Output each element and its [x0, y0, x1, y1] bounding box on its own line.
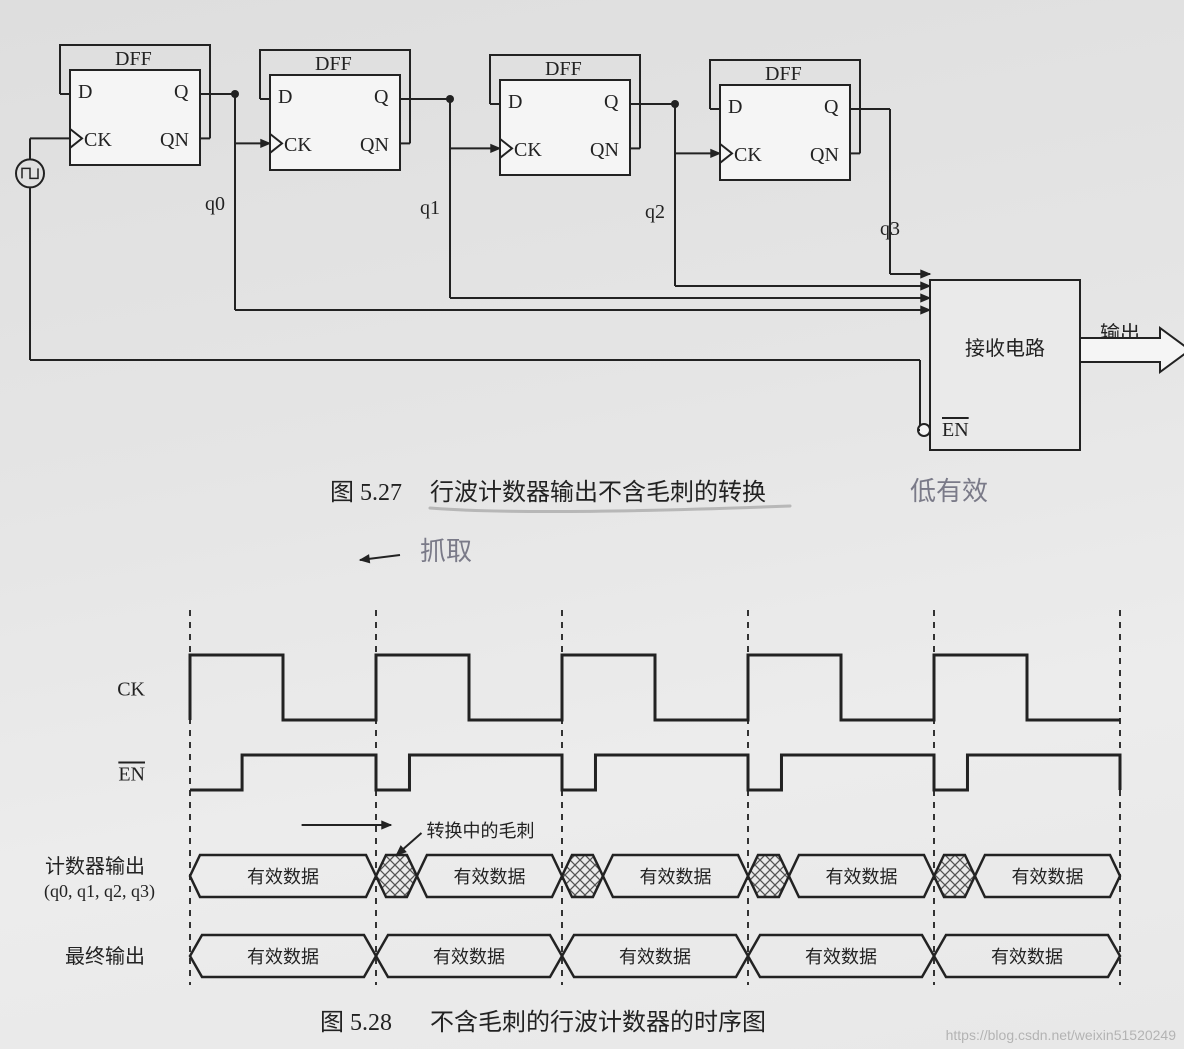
svg-text:Q: Q — [604, 91, 619, 113]
svg-text:q1: q1 — [420, 197, 440, 219]
watermark: https://blog.csdn.net/weixin51520249 — [946, 1027, 1176, 1043]
svg-text:有效数据: 有效数据 — [453, 867, 525, 887]
svg-text:D: D — [78, 81, 92, 103]
svg-text:DFF: DFF — [765, 63, 802, 85]
svg-text:图 5.28: 图 5.28 — [320, 1010, 392, 1036]
svg-text:q0: q0 — [205, 193, 225, 215]
svg-text:D: D — [508, 91, 522, 113]
svg-text:Q: Q — [824, 96, 839, 118]
svg-text:DFF: DFF — [545, 58, 582, 80]
svg-text:QN: QN — [590, 139, 619, 161]
svg-text:QN: QN — [160, 129, 189, 151]
svg-text:Q: Q — [374, 86, 389, 108]
svg-text:QN: QN — [360, 134, 389, 156]
svg-text:D: D — [278, 86, 292, 108]
svg-text:CK: CK — [734, 144, 762, 166]
svg-text:有效数据: 有效数据 — [991, 947, 1063, 967]
svg-text:CK: CK — [84, 129, 112, 151]
svg-text:计数器输出: 计数器输出 — [45, 855, 145, 878]
svg-text:有效数据: 有效数据 — [247, 947, 319, 967]
svg-text:q2: q2 — [645, 201, 665, 223]
svg-text:(q0, q1, q2, q3): (q0, q1, q2, q3) — [44, 881, 155, 902]
svg-text:有效数据: 有效数据 — [825, 867, 897, 887]
svg-text:低有效: 低有效 — [910, 477, 988, 506]
svg-text:有效数据: 有效数据 — [639, 867, 711, 887]
svg-text:行波计数器输出不含毛刺的转换: 行波计数器输出不含毛刺的转换 — [430, 479, 766, 506]
svg-text:抓取: 抓取 — [420, 537, 472, 566]
svg-text:D: D — [728, 96, 742, 118]
svg-text:DFF: DFF — [315, 53, 352, 75]
svg-text:CK: CK — [514, 139, 542, 161]
svg-text:EN: EN — [118, 764, 145, 786]
svg-text:CK: CK — [284, 134, 312, 156]
svg-text:有效数据: 有效数据 — [247, 867, 319, 887]
svg-text:有效数据: 有效数据 — [433, 947, 505, 967]
svg-text:不含毛刺的行波计数器的时序图: 不含毛刺的行波计数器的时序图 — [430, 1009, 766, 1036]
svg-text:DFF: DFF — [115, 48, 152, 70]
svg-text:Q: Q — [174, 81, 189, 103]
svg-text:有效数据: 有效数据 — [805, 947, 877, 967]
svg-text:转换中的毛刺: 转换中的毛刺 — [426, 821, 534, 841]
svg-text:接收电路: 接收电路 — [965, 337, 1045, 360]
page: DFF D Q CK QN q0 DFF D Q CK QN q1 DFF D Q CK QN q2 DFF D Q CK… — [0, 0, 1184, 1049]
svg-text:有效数据: 有效数据 — [619, 947, 691, 967]
svg-text:图 5.27: 图 5.27 — [330, 480, 402, 506]
diagram-svg: DFF D Q CK QN q0 DFF D Q CK QN q1 DFF D Q CK QN q2 DFF D Q CK… — [0, 0, 1184, 1049]
svg-text:QN: QN — [810, 144, 839, 166]
svg-text:EN: EN — [942, 419, 969, 441]
svg-text:有效数据: 有效数据 — [1011, 867, 1083, 887]
svg-text:最终输出: 最终输出 — [65, 945, 145, 968]
svg-text:CK: CK — [117, 679, 145, 701]
